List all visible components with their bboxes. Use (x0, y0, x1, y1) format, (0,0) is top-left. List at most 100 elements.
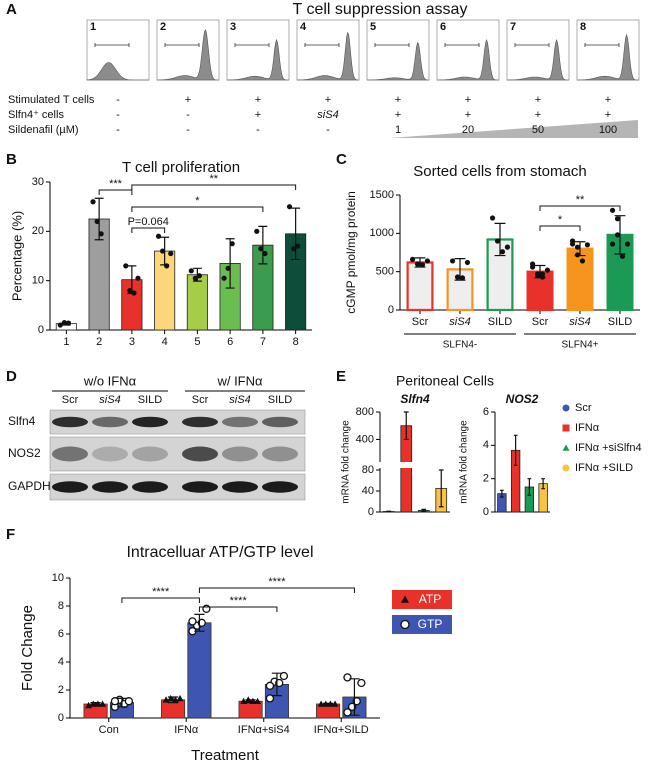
legend-marker (562, 444, 570, 451)
legend-label: IFNα (575, 422, 600, 434)
y-axis-label: cGMP pmol/mg protein (344, 191, 358, 314)
panel-label: B (6, 151, 17, 168)
point (262, 250, 268, 257)
panel-label: F (6, 526, 15, 543)
significance-bracket (198, 587, 355, 593)
error-bar (225, 238, 235, 289)
histogram-label: 6 (440, 21, 446, 33)
point (279, 671, 289, 681)
y-tick-label: 0 (38, 324, 44, 336)
error-bar (386, 510, 392, 513)
gate (374, 43, 410, 47)
x-tick-label: IFNα (174, 724, 199, 736)
row-cell: 20 (462, 124, 474, 136)
y-tick-label: 0 (58, 712, 64, 724)
point (614, 216, 621, 222)
gate (234, 43, 270, 47)
point (110, 697, 120, 706)
y-tick-label: 0 (388, 304, 394, 316)
blot-strip (49, 436, 306, 472)
y-tick-label: 800 (356, 406, 374, 418)
error-bar (194, 613, 205, 632)
significance-label: **** (268, 576, 286, 588)
bar (187, 622, 212, 719)
point (159, 248, 166, 254)
error-bar (245, 699, 256, 704)
error-bar (271, 672, 283, 697)
lane-label: Scr (62, 394, 79, 406)
panel-label: C (336, 151, 347, 168)
axis-break (374, 462, 452, 468)
row-label: Sildenafil (µM) (8, 124, 79, 136)
blot-band (52, 446, 88, 462)
y-tick-label: 6 (483, 406, 489, 418)
point (155, 233, 162, 239)
lane-label: SILD (268, 394, 293, 406)
y-tick-label: 10 (32, 275, 44, 287)
error-bar (614, 215, 626, 255)
point (529, 261, 536, 267)
row-cell: + (255, 94, 261, 106)
blot-band (52, 416, 88, 428)
gate (164, 43, 200, 47)
bar (406, 261, 434, 312)
point (94, 218, 100, 225)
point (176, 694, 184, 702)
gate (584, 43, 620, 47)
group-label: SLFN4+ (562, 340, 599, 351)
error-bar (291, 207, 301, 261)
histogram-frame (86, 19, 150, 81)
point (290, 246, 297, 252)
row-cell: - (326, 124, 330, 136)
histogram-peak (297, 31, 359, 81)
y-axis-label: Fold Change (19, 605, 36, 691)
point (123, 263, 129, 269)
y-tick-label: 1500 (370, 189, 394, 201)
point (343, 673, 352, 682)
point (454, 274, 461, 280)
y-tick-label: 2 (483, 473, 489, 485)
point (265, 694, 275, 703)
blot-band (132, 416, 168, 428)
row-cell: + (325, 94, 331, 106)
y-tick-label: 8 (58, 600, 64, 612)
point (584, 242, 591, 248)
point (459, 275, 466, 281)
significance-bracket (539, 205, 621, 211)
x-tick-label: Con (99, 724, 119, 736)
point (534, 271, 541, 277)
y-tick-label: 40 (362, 485, 374, 497)
point (202, 604, 211, 613)
error-bar (513, 434, 518, 466)
x-tick-label: Scr (532, 316, 549, 328)
blot-band (262, 446, 298, 462)
bar (606, 233, 634, 312)
blot-band (52, 481, 88, 493)
point (574, 244, 581, 250)
legend-marker (401, 595, 409, 603)
point (225, 265, 231, 271)
bar (186, 274, 208, 331)
y-tick-label: 1000 (370, 227, 394, 239)
panel-label: A (6, 1, 17, 18)
row-label: Slfn4⁺ cells (8, 109, 64, 121)
histogram-peak (86, 62, 149, 81)
histogram-peak (227, 38, 289, 81)
point (331, 700, 339, 707)
significance-label: *** (109, 178, 123, 190)
x-tick-label: 8 (293, 336, 299, 348)
legend-marker (562, 424, 570, 432)
significance-label: * (558, 214, 563, 226)
error-bar (349, 678, 360, 716)
histogram-peak (367, 41, 429, 81)
chart-title: Intracelluar ATP/GTP level (126, 544, 313, 561)
histogram-peak (507, 38, 569, 81)
legend-label: IFNα +siSlfn4 (575, 442, 642, 454)
gate (304, 43, 340, 47)
x-tick-label: 4 (162, 336, 168, 348)
blot-band (262, 416, 298, 428)
row-cell: + (255, 109, 261, 121)
error-bar (574, 241, 586, 257)
point (449, 258, 456, 264)
point (619, 253, 626, 259)
